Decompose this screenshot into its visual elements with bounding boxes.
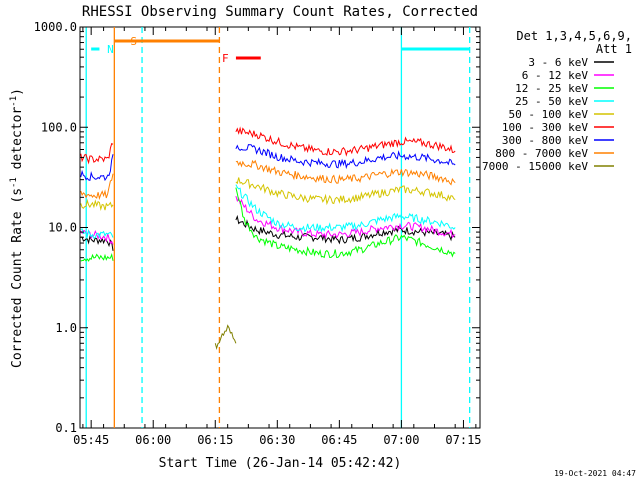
series-line-3 [80,184,456,239]
y-axis-label-sup2: -1 [9,96,19,107]
x-tick-label: 06:15 [197,433,233,447]
legend-label: 25 - 50 keV [515,95,588,108]
legend-label: 50 - 100 keV [509,108,589,121]
y-axis-label-main: Corrected Count Rate (s [10,188,25,368]
y-tick-label: 1.0 [55,321,77,335]
state-bars: S N F [91,35,470,65]
x-tick-label: 07:00 [383,433,419,447]
y-axis-label-sup1: -1 [9,177,19,188]
footer-date: 19-Oct-2021 04:47 [554,469,636,478]
state-vertical-lines [85,27,471,428]
legend-label: 300 - 800 keV [502,134,588,147]
x-tick-label: 07:15 [445,433,481,447]
y-axis-label: Corrected Count Rate (s-1 detector-1) [9,88,25,368]
state-bar-label: S [130,35,137,48]
y-tick-label: 10.0 [48,221,77,235]
series-line-2 [80,187,456,262]
y-tick-label: 100.0 [41,120,77,134]
legend-header-line1: Det 1,3,4,5,6,9, [516,29,632,43]
y-axis-ticks: 1000.0 100.0 10.0 1.0 0.1 [34,20,480,435]
series-line-8 [214,324,237,351]
series-line-6 [80,144,456,182]
series-line-5 [80,126,456,165]
legend-label: 6 - 12 keV [522,69,589,82]
legend-label: 3 - 6 keV [528,56,588,69]
x-tick-label: 06:30 [259,433,295,447]
legend-label: 800 - 7000 keV [495,147,588,160]
y-axis-label-end: ) [10,88,25,96]
x-axis-ticks: 05:45 06:00 06:15 06:30 06:45 07:00 07:15 [73,27,482,447]
series-line-7 [80,159,456,201]
x-tick-label: 05:45 [73,433,109,447]
legend-header-line2: Att 1 [596,42,632,56]
legend-label: 12 - 25 keV [515,82,588,95]
legend-label: 7000 - 15000 keV [482,160,588,173]
x-axis-label: Start Time (26-Jan-14 05:42:42) [159,456,402,471]
chart-title: RHESSI Observing Summary Count Rates, Co… [82,4,478,20]
state-bar-label: N [107,43,114,56]
y-axis-label-mid: detector [10,107,25,178]
series-line-0 [80,214,456,251]
state-bar-label: F [222,52,229,65]
legend-label: 100 - 300 keV [502,121,588,134]
series-line-4 [80,177,456,211]
series-layer [80,126,456,351]
x-tick-label: 06:00 [135,433,171,447]
x-tick-label: 06:45 [321,433,357,447]
y-tick-label: 0.1 [55,421,77,435]
y-tick-label: 1000.0 [34,20,77,34]
